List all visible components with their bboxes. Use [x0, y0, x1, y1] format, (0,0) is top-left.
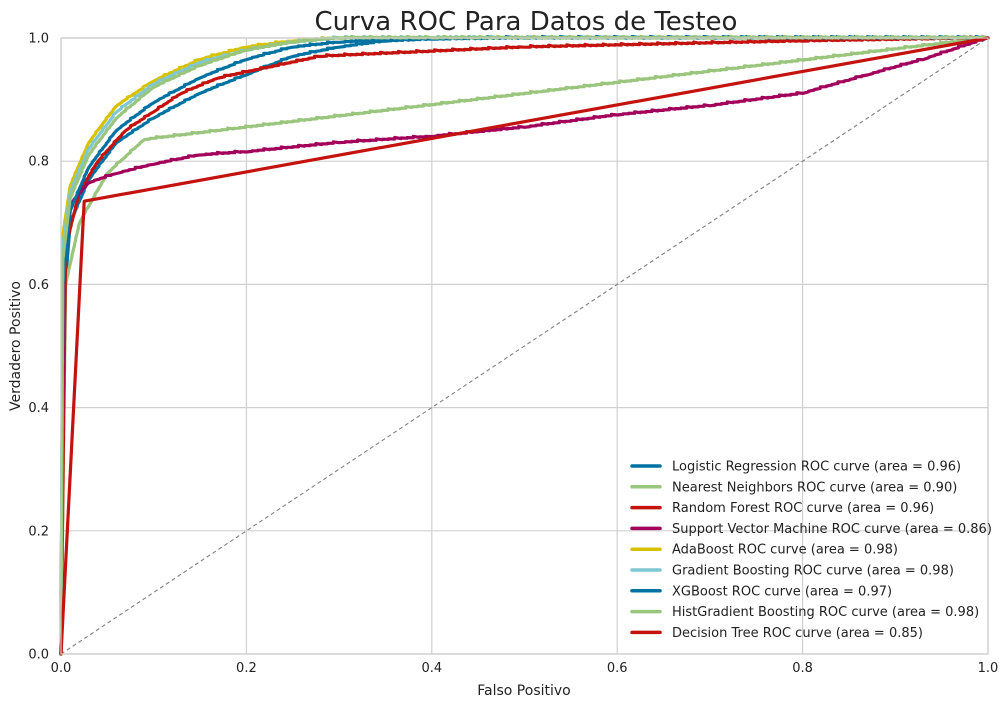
tick-labels: 0.0 0.2 0.4 0.6 0.8 1.0 0.0 0.2 0.4 0.6 0.8 1.0 — [28, 32, 998, 677]
y-tick-label: 1.0 — [28, 32, 49, 47]
x-tick-label: 0.6 — [607, 661, 628, 676]
grid — [60, 37, 989, 655]
legend-entry: Random Forest ROC curve (area = 0.96) — [672, 501, 934, 516]
legend-entry: Logistic Regression ROC curve (area = 0.… — [672, 460, 961, 475]
series-line-9 — [59, 36, 990, 656]
axes — [60, 37, 989, 655]
y-tick-label: 0.8 — [28, 155, 49, 170]
legend-entry: AdaBoost ROC curve (area = 0.98) — [672, 543, 898, 558]
x-tick-label: 0.0 — [51, 661, 72, 676]
x-tick-label: 0.2 — [236, 661, 257, 676]
x-tick-label: 0.4 — [421, 661, 442, 676]
x-tick-label: 0.8 — [792, 661, 813, 676]
chart-title: Curva ROC Para Datos de Testeo — [315, 7, 738, 37]
x-tick-label: 1.0 — [978, 661, 999, 676]
y-tick-label: 0.4 — [28, 401, 49, 416]
chance-line — [60, 37, 989, 655]
legend: Logistic Regression ROC curve (area = 0.… — [630, 460, 992, 641]
legend-entry: Nearest Neighbors ROC curve (area = 0.90… — [672, 480, 957, 495]
series-line-8 — [59, 34, 990, 656]
y-axis-label: Verdadero Positivo — [8, 281, 24, 411]
y-tick-label: 0.6 — [28, 278, 49, 293]
y-tick-label: 0.2 — [28, 524, 49, 539]
plot-frame — [60, 37, 989, 655]
legend-entry: Support Vector Machine ROC curve (area =… — [672, 522, 992, 537]
chance-diagonal — [60, 37, 989, 655]
legend-entry: Decision Tree ROC curve (area = 0.85) — [672, 626, 923, 641]
x-axis-label: Falso Positivo — [477, 683, 570, 699]
legend-entry: XGBoost ROC curve (area = 0.97) — [672, 584, 892, 599]
legend-entry: HistGradient Boosting ROC curve (area = … — [672, 605, 979, 620]
legend-entry: Gradient Boosting ROC curve (area = 0.98… — [672, 564, 954, 579]
y-tick-label: 0.0 — [28, 648, 49, 663]
